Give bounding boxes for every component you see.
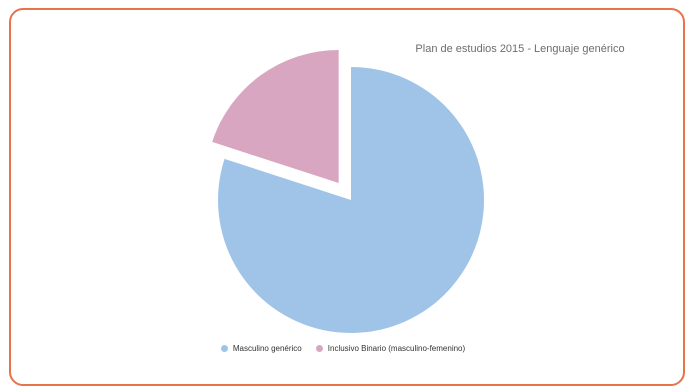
chart-legend: Masculino genérico Inclusivo Binario (ma… — [0, 344, 686, 353]
legend-item-inclusivo[interactable]: Inclusivo Binario (masculino-femenino) — [315, 344, 466, 353]
chart-title: Plan de estudios 2015 - Lenguaje genéric… — [415, 43, 625, 55]
legend-label-masculino: Masculino genérico — [232, 344, 302, 353]
legend-item-masculino[interactable]: Masculino genérico — [220, 344, 302, 353]
pie-slices — [212, 50, 485, 333]
legend-label-inclusivo: Inclusivo Binario (masculino-femenino) — [327, 344, 466, 353]
pie-slice-0[interactable] — [217, 67, 485, 333]
legend-swatch-masculino — [220, 345, 228, 352]
legend-swatch-inclusivo — [315, 345, 323, 352]
pie-slice-1[interactable] — [212, 50, 339, 184]
